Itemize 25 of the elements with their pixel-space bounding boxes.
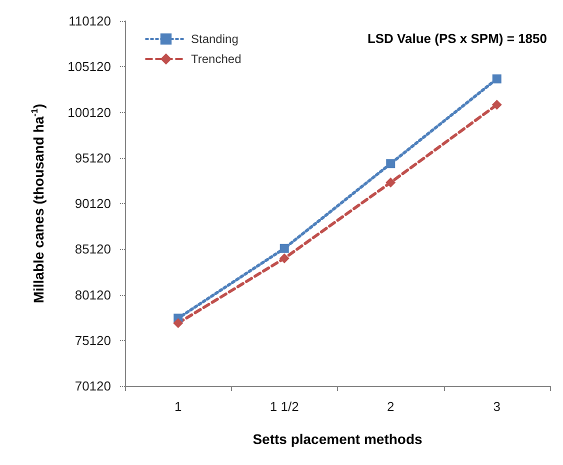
point [173, 318, 184, 328]
x-axis-title: Setts placement methods [252, 431, 423, 447]
point [492, 74, 502, 84]
point [492, 100, 502, 110]
y-tick-label: 105120 [68, 59, 111, 74]
legend-label: Trenched [191, 52, 242, 66]
point [386, 159, 396, 168]
x-tick-label: 1 1/2 [270, 399, 299, 414]
annotation: LSD Value (PS x SPM) = 1850 [367, 31, 548, 46]
y-tick-label: 110120 [68, 14, 111, 28]
y-axis-title: Millable canes (thousand ha-1) [30, 104, 46, 304]
y-tick-label: 95120 [74, 150, 111, 166]
y-tick-label: 90120 [74, 196, 111, 211]
y-tick-label: 85120 [74, 242, 111, 257]
y-tick-label: 70120 [74, 378, 111, 394]
point [279, 253, 290, 264]
point [280, 244, 289, 253]
x-tick-label: 3 [493, 399, 500, 414]
legend-label: Standing [191, 32, 238, 46]
y-tick-label: 80120 [74, 287, 111, 302]
x-tick-label: 1 [174, 399, 182, 414]
x-tick-label: 2 [387, 399, 394, 414]
y-tick-label: 75120 [74, 332, 111, 348]
y-tick-label: 100120 [68, 104, 111, 120]
point [386, 178, 396, 188]
